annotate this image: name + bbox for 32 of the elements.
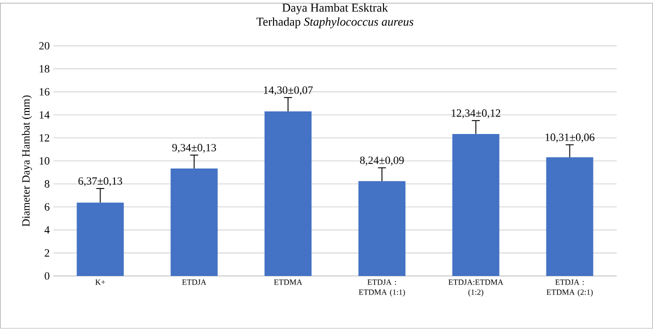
y-axis-title: Diameter Daya Hambat (mm)	[22, 96, 32, 227]
y-tick-label: 14	[40, 111, 50, 119]
bar	[264, 112, 312, 276]
y-tick-label: 20	[39, 42, 50, 50]
y-tick-label: 6	[44, 203, 50, 211]
bar	[76, 202, 124, 276]
bar	[546, 157, 594, 276]
data-label: 9,34±0,13	[172, 144, 216, 154]
y-tick-label: 0	[44, 272, 50, 280]
bar	[452, 134, 500, 276]
data-label: 8,24±0,09	[360, 156, 404, 166]
x-tick-label: ETDJA:ETDMA (1:2)	[448, 280, 504, 297]
y-tick-label: 2	[44, 249, 50, 257]
data-label: 14,30±0,07	[264, 86, 313, 96]
chart-subtitle: Terhadap Staphylococcus aureus	[256, 17, 414, 28]
data-label: 6,37±0,13	[78, 177, 122, 186]
chart-title: Daya Hambat Esktrak	[282, 3, 388, 14]
bar	[358, 181, 406, 276]
y-tick-label: 16	[40, 88, 50, 96]
y-tick-label: 18	[40, 65, 50, 73]
y-tick-label: 10	[40, 157, 50, 165]
y-tick-label: 8	[44, 180, 50, 188]
data-label: 10,31±0,06	[546, 134, 594, 143]
x-tick-label: K+	[95, 280, 106, 285]
y-tick-label: 4	[44, 226, 50, 234]
x-tick-label: ETDMA	[274, 280, 302, 285]
x-tick-label: ETDJA : ETDMA (1:1)	[358, 280, 405, 297]
x-tick-label: ETDJA	[182, 280, 206, 285]
x-tick-label: ETDJA : ETDMA (2:1)	[546, 280, 593, 297]
data-label: 12,34±0,12	[452, 110, 500, 119]
y-tick-label: 12	[40, 134, 50, 142]
bar	[170, 168, 218, 276]
